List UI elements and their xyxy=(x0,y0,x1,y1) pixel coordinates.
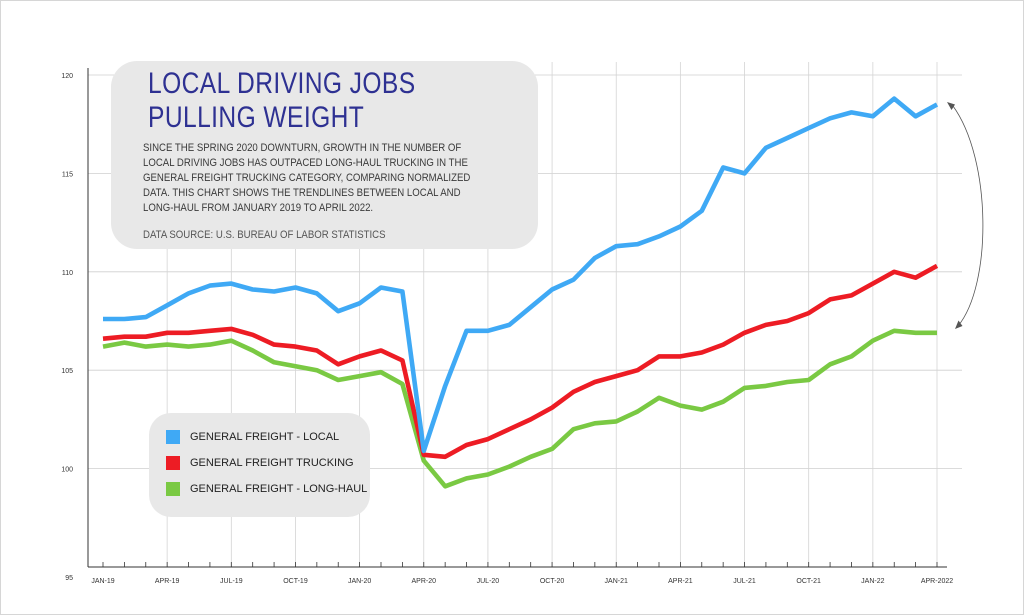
x-tick-label-9: APR-21 xyxy=(668,578,693,585)
range-arrow-head-top xyxy=(947,102,955,110)
legend-label-long-haul: GENERAL FREIGHT - LONG-HAUL xyxy=(190,483,368,495)
range-arrow-head-bottom xyxy=(955,320,963,329)
legend-label-trucking: GENERAL FREIGHT TRUCKING xyxy=(190,457,354,469)
x-tick-label-0: JAN-19 xyxy=(91,578,114,585)
y-tick-label-95: 95 xyxy=(65,575,73,582)
chart-legend: GENERAL FREIGHT - LOCAL GENERAL FREIGHT … xyxy=(149,413,370,517)
x-tick-label-8: JAN-21 xyxy=(605,578,628,585)
series-line-2 xyxy=(102,328,937,489)
series-line-0 xyxy=(103,96,939,454)
y-tick-label-115: 115 xyxy=(62,171,73,178)
legend-label-local: GENERAL FREIGHT - LOCAL xyxy=(190,431,340,443)
x-tick-label-12: JAN-22 xyxy=(861,578,884,585)
legend-swatch-trucking xyxy=(166,456,180,470)
x-tick-label-4: JAN-20 xyxy=(348,578,371,585)
x-tick-label-7: OCT-20 xyxy=(540,578,565,585)
x-tick-label-11: OCT-21 xyxy=(796,578,821,585)
x-tick-label-1: APR-19 xyxy=(155,578,180,585)
range-arrow-curve xyxy=(952,105,984,327)
data-source-note: DATA SOURCE: U.S. BUREAU OF LABOR STATIS… xyxy=(143,229,386,241)
legend-item-trucking: GENERAL FREIGHT TRUCKING xyxy=(166,455,354,471)
x-tick-label-3: OCT-19 xyxy=(283,578,308,585)
y-tick-label-100: 100 xyxy=(61,467,73,474)
x-tick-label-13: APR-2022 xyxy=(921,578,953,585)
axis-layer xyxy=(87,68,947,568)
chart-info-box xyxy=(111,61,538,249)
series-line-1 xyxy=(102,263,939,460)
y-tick-label-105: 105 xyxy=(61,368,73,375)
x-tick-label-10: JUL-21 xyxy=(733,578,756,585)
y-tick-label-110: 110 xyxy=(62,270,73,277)
series-layer xyxy=(102,96,939,489)
legend-swatch-long-haul xyxy=(166,482,180,496)
chart-title: LOCAL DRIVING JOBS PULLING WEIGHT xyxy=(148,67,416,135)
y-tick-label-120: 120 xyxy=(61,73,73,80)
legend-item-long-haul: GENERAL FREIGHT - LONG-HAUL xyxy=(166,481,367,497)
x-tick-label-6: JUL-20 xyxy=(477,578,500,585)
tick-label-layer: 95 100 105 110 115 120 JAN-19 APR-19 JUL-19 OCT-1… xyxy=(61,73,953,585)
x-tick-label-5: APR-20 xyxy=(412,578,437,585)
chart-title-line-2: PULLING WEIGHT xyxy=(148,101,365,134)
legend-swatch-local xyxy=(166,430,180,444)
chart-title-line-1: LOCAL DRIVING JOBS xyxy=(148,67,416,100)
annotation-layer xyxy=(947,102,984,329)
chart-subtitle: SINCE THE SPRING 2020 DOWNTURN, GROWTH I… xyxy=(143,142,471,214)
legend-item-local: GENERAL FREIGHT - LOCAL xyxy=(166,429,339,445)
x-tick-label-2: JUL-19 xyxy=(220,578,243,585)
